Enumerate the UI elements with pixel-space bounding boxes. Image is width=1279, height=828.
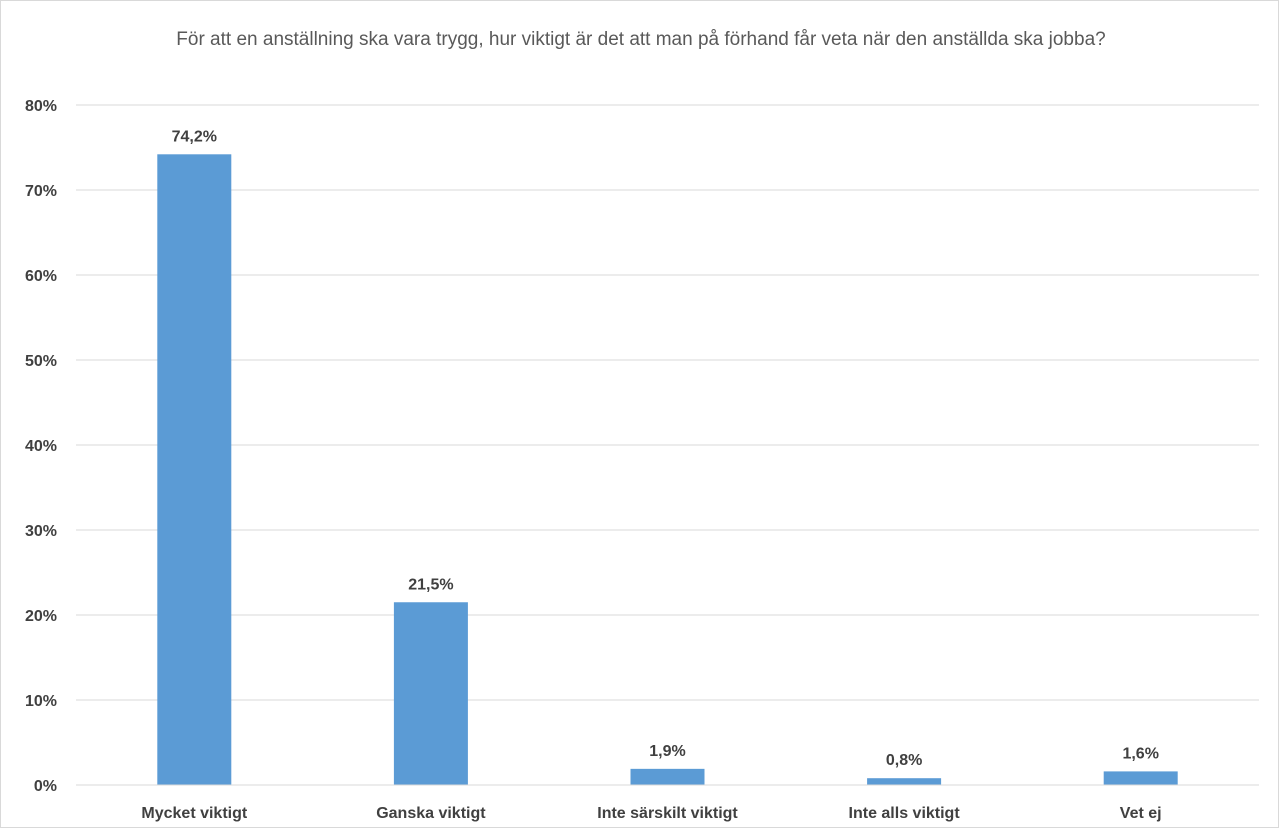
y-tick-label: 10%	[25, 693, 57, 710]
data-label: 74,2%	[172, 128, 217, 145]
bar-5	[1103, 771, 1178, 785]
chart-title: För att en anställning ska vara trygg, h…	[176, 29, 1106, 50]
data-label: 0,8%	[886, 752, 922, 769]
bars	[157, 154, 1178, 786]
y-tick-label: 80%	[25, 98, 57, 115]
x-category-label: Inte särskilt viktigt	[597, 805, 738, 822]
y-axis-ticks: 0% 10% 20% 30% 40% 50% 60% 70% 80%	[25, 98, 57, 795]
data-label: 1,6%	[1122, 745, 1158, 762]
x-category-label: Inte alls viktigt	[849, 805, 961, 822]
y-tick-label: 40%	[25, 438, 57, 455]
x-category-label: Ganska viktigt	[376, 805, 486, 822]
bar-4	[867, 778, 942, 785]
y-tick-label: 20%	[25, 608, 57, 625]
x-category-label: Vet ej	[1120, 805, 1162, 822]
bar-3	[630, 768, 705, 785]
y-tick-label: 0%	[34, 778, 57, 795]
gridlines	[76, 104, 1259, 701]
x-axis-categories: Mycket viktigt Ganska viktigt Inte särskil…	[141, 805, 1161, 822]
y-tick-label: 50%	[25, 353, 57, 370]
bar-2	[393, 602, 468, 785]
data-labels: 74,2% 21,5% 1,9% 0,8% 1,6%	[172, 128, 1159, 769]
bar-1	[157, 154, 232, 786]
data-label: 21,5%	[408, 576, 453, 593]
data-label: 1,9%	[649, 743, 685, 760]
y-tick-label: 70%	[25, 183, 57, 200]
y-tick-label: 30%	[25, 523, 57, 540]
y-tick-label: 60%	[25, 268, 57, 285]
x-category-label: Mycket viktigt	[141, 805, 247, 822]
